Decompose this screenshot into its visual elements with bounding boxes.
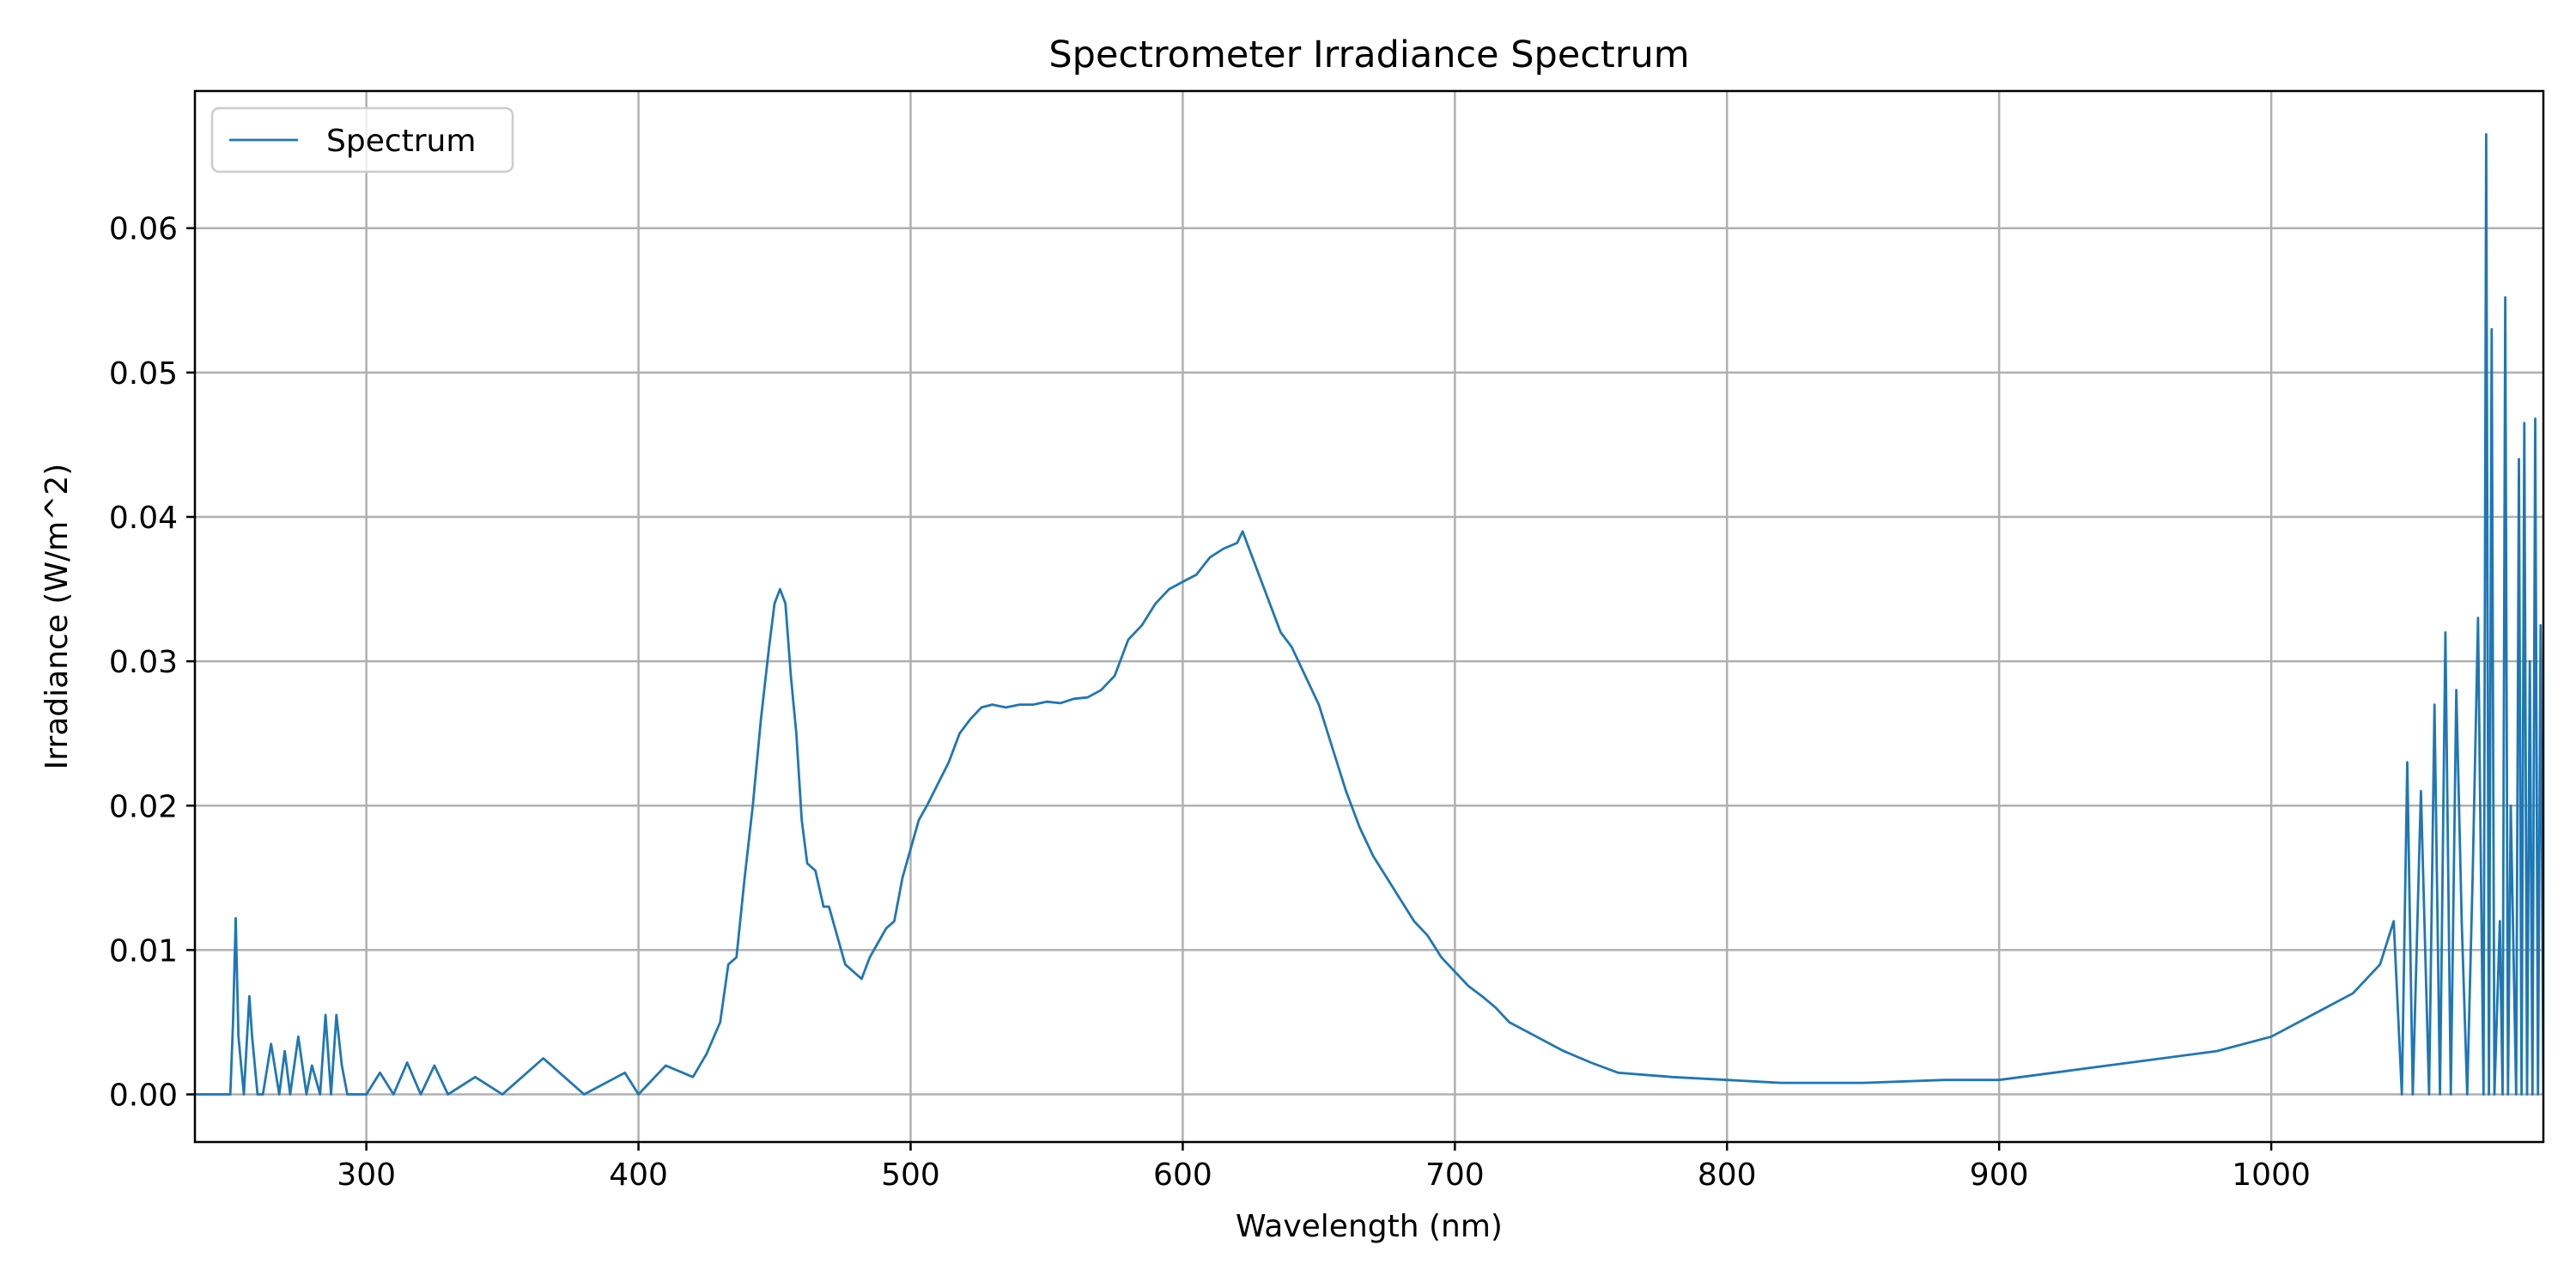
x-axis-label: Wavelength (nm) (1236, 1209, 1503, 1244)
x-tick-label: 600 (1153, 1157, 1212, 1193)
x-tick-label: 300 (337, 1157, 396, 1193)
x-tick-label: 900 (1970, 1157, 2029, 1193)
y-tick-label: 0.01 (109, 933, 178, 969)
y-tick-label: 0.05 (109, 356, 178, 392)
legend: Spectrum (210, 106, 514, 173)
y-axis-label: Irradiance (W/m^2) (39, 464, 75, 770)
legend-box (210, 106, 514, 173)
x-tick-label: 500 (881, 1157, 940, 1193)
y-axis: 0.00 0.01 0.02 0.03 0.04 0.05 0.06 (109, 212, 195, 1114)
x-tick-label: 1000 (2232, 1157, 2311, 1193)
x-tick-label: 700 (1425, 1157, 1485, 1193)
chart-title: Spectrometer Irradiance Spectrum (1048, 33, 1689, 76)
x-axis: 300 400 500 600 700 800 900 1000 (337, 1142, 2311, 1193)
x-tick-label: 800 (1698, 1157, 1757, 1193)
series-group (195, 133, 2543, 1096)
y-tick-label: 0.04 (109, 501, 178, 536)
plot-frame (193, 89, 2545, 1144)
y-tick-label: 0.00 (109, 1078, 178, 1114)
plot-area (195, 91, 2543, 1142)
x-tick-label: 400 (609, 1157, 668, 1193)
y-tick-label: 0.06 (109, 212, 178, 247)
y-tick-label: 0.02 (109, 789, 178, 824)
y-tick-label: 0.03 (109, 645, 178, 680)
legend-label-spectrum: Spectrum (326, 124, 476, 159)
series-line-spectrum (195, 133, 2543, 1096)
